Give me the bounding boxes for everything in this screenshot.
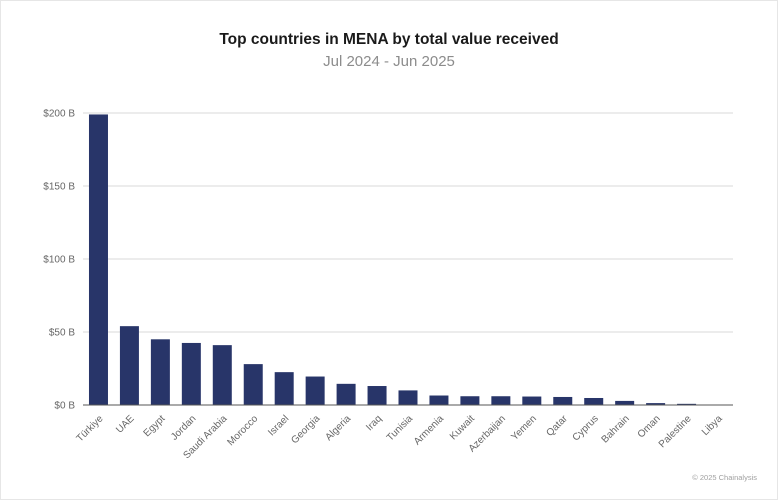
x-tick-label: Oman: [636, 413, 663, 440]
bar: [212, 345, 232, 405]
x-tick-label: Jordan: [169, 413, 198, 442]
x-tick-label: Algeria: [323, 413, 353, 443]
bar: [522, 396, 542, 405]
y-tick-label: $50 B: [49, 328, 75, 339]
x-tick-label: Palestine: [657, 413, 694, 450]
bar: [305, 376, 325, 405]
y-tick-label: $0 B: [54, 401, 75, 412]
bar: [429, 395, 449, 405]
x-tick-label: UAE: [114, 413, 137, 436]
bar: [677, 403, 697, 405]
x-tick-label: Türkiye: [75, 413, 106, 444]
bar: [553, 396, 573, 405]
bar: [615, 400, 635, 405]
chart-title: Top countries in MENA by total value rec…: [219, 31, 559, 48]
x-tick-label: Morocco: [225, 413, 260, 448]
bar: [119, 326, 139, 405]
x-tick-label: Tunisia: [385, 413, 416, 444]
bar: [584, 397, 604, 405]
x-tick-label: Libya: [700, 413, 725, 438]
x-tick-label: Kuwait: [448, 413, 477, 442]
bar: [646, 403, 666, 405]
bar: [367, 386, 387, 405]
x-tick-label: Qatar: [544, 413, 570, 439]
bar: [150, 339, 170, 405]
copyright-footer: © 2025 Chainalysis: [692, 473, 757, 482]
bar: [491, 396, 511, 405]
bar: [243, 364, 263, 405]
bar: [336, 383, 356, 405]
bar: [460, 396, 480, 405]
x-tick-label: Yemen: [509, 413, 539, 443]
bar: [88, 114, 108, 406]
x-tick-label: Armenia: [412, 413, 446, 447]
x-tick-label: Cyprus: [571, 413, 601, 443]
x-tick-label: Georgia: [289, 413, 322, 446]
bar: [274, 372, 294, 405]
y-tick-label: $150 B: [43, 182, 75, 193]
y-tick-label: $200 B: [43, 109, 75, 120]
x-tick-label: Bahrain: [600, 413, 632, 445]
x-tick-label: Egypt: [142, 413, 168, 439]
y-tick-label: $100 B: [43, 255, 75, 266]
bar: [398, 390, 418, 405]
bar: [181, 342, 201, 405]
chart-subtitle: Jul 2024 - Jun 2025: [323, 53, 455, 70]
x-tick-label: Iraq: [364, 413, 384, 433]
x-tick-label: Israel: [266, 413, 291, 438]
